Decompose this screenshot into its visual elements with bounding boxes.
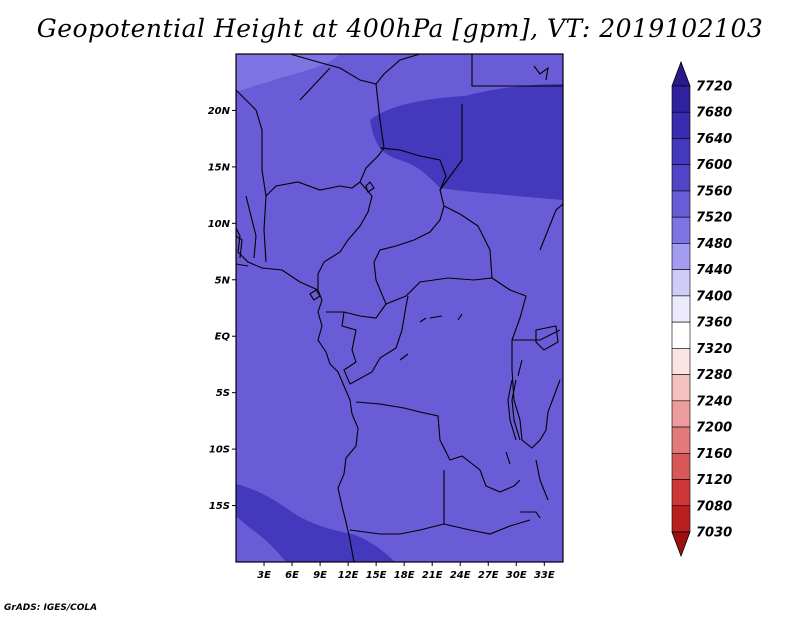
colorbar-swatch: [671, 164, 691, 192]
colorbar-swatch: [671, 426, 691, 454]
lake-malawi: [535, 459, 549, 501]
colorbar-label: 7720: [696, 80, 732, 95]
border-congo: [341, 295, 409, 385]
colorbar-swatch: [671, 374, 691, 402]
map-frame: [235, 53, 564, 563]
lake-bangweulu: [520, 511, 541, 519]
lon-tick-label: 30E: [506, 570, 527, 581]
border-nigeria-cameroon: [263, 181, 373, 290]
colorbar-swatch: [671, 269, 691, 297]
colorbar-swatch: [671, 111, 691, 139]
river-congo: [399, 313, 463, 361]
colorbar-swatch: [671, 295, 691, 323]
field-high-nw: [236, 54, 340, 92]
colorbar-bottom-arrow: [671, 531, 691, 558]
border-ghana-togo: [245, 195, 257, 259]
colorbar-swatch: [671, 321, 691, 349]
colorbar-label: 7030: [696, 526, 732, 541]
map-panel: 20N 15N 10N 5N EQ 5S 10S 15S 3E 6E 9E 12E 15E 18E 21E…: [208, 53, 564, 581]
colorbar-top-arrow: [671, 60, 691, 87]
colorbar-label: 7160: [696, 447, 732, 462]
lat-tick-label: 15S: [209, 501, 230, 512]
colorbar-label: 7120: [696, 473, 732, 488]
lon-tick-label: 12E: [338, 570, 359, 581]
colorbar-swatch: [671, 348, 691, 375]
lat-tick-label: 15N: [208, 162, 231, 173]
colorbar-label: 7440: [696, 263, 732, 278]
colorbar-label: 7520: [696, 211, 732, 226]
lon-tick-label: 3E: [257, 570, 271, 581]
border-drc-angola: [355, 401, 521, 493]
lon-tick-label: 24E: [450, 570, 471, 581]
lat-tick-label: 10N: [208, 219, 231, 230]
border-cameroon-south: [326, 303, 387, 319]
border-angola-zambia: [349, 470, 531, 535]
border-algeria-niger: [236, 54, 377, 197]
footer-credit: GrADS: IGES/COLA: [4, 603, 98, 613]
lake-mweru: [505, 451, 511, 465]
lon-tick-label: 9E: [313, 570, 327, 581]
field-low-ne: [370, 84, 563, 200]
border-car: [373, 261, 527, 305]
colorbar-label: 7360: [696, 316, 732, 331]
colorbar-swatch: [671, 138, 691, 166]
lat-tick-label: 5S: [216, 388, 230, 399]
colorbar-label: 7080: [696, 499, 732, 514]
colorbar-label: 7200: [696, 421, 732, 436]
lon-tick-label: 33E: [534, 570, 555, 581]
colorbar-swatch: [671, 452, 691, 480]
field-low-sw: [236, 484, 395, 562]
border-ethiopia: [539, 203, 563, 251]
lon-tick-label: 15E: [366, 570, 387, 581]
colorbar-label: 7480: [696, 237, 732, 252]
political-boundaries: [236, 54, 563, 562]
colorbar-label: 7640: [696, 132, 732, 147]
colorbar-swatch: [671, 190, 691, 218]
coast-ivory: [236, 263, 249, 267]
lat-tick-label: 20N: [208, 106, 231, 117]
lon-tick-label: 21E: [422, 570, 443, 581]
colorbar-label: 7320: [696, 342, 732, 357]
longitude-axis: 3E 6E 9E 12E 15E 18E 21E 24E 27E 30E 33E: [257, 562, 555, 581]
lat-tick-label: EQ: [215, 332, 231, 343]
coastline-west: [236, 227, 359, 562]
colorbar-label: 7600: [696, 158, 732, 173]
colorbar-label: 7280: [696, 368, 732, 383]
colorbar-swatch: [671, 85, 691, 113]
lon-tick-label: 6E: [285, 570, 299, 581]
colorbar-swatch: [671, 243, 691, 270]
colorbar-swatch: [671, 216, 691, 244]
border-east: [511, 295, 561, 449]
border-libya-egypt: [471, 54, 563, 87]
lat-tick-label: 5N: [215, 275, 231, 286]
colorbar-label: 7240: [696, 394, 732, 409]
border-nw: [299, 67, 331, 101]
border-nigeria-niger: [265, 181, 361, 197]
colorbar-swatch: [671, 479, 691, 507]
ne-coast: [533, 65, 549, 81]
lake-kivu: [517, 359, 523, 377]
map-title: Geopotential Height at 400hPa [gpm], VT:…: [36, 14, 764, 43]
border-sudan: [439, 104, 493, 279]
colorbar: 7720 7680 7640 7600 7560 7520 7480 7440 7400 7360…: [671, 60, 732, 558]
lat-tick-label: 10S: [209, 445, 230, 456]
latitude-axis: 20N 15N 10N 5N EQ 5S 10S 15S: [208, 106, 236, 512]
island-bioko: [309, 289, 321, 301]
lake-chad: [365, 181, 375, 193]
lon-tick-label: 18E: [394, 570, 415, 581]
colorbar-label: 7560: [696, 184, 732, 199]
lake-victoria: [535, 325, 559, 351]
west-coast-bump: [236, 235, 243, 259]
colorbar-swatch: [671, 505, 691, 533]
colorbar-swatch: [671, 400, 691, 428]
lon-tick-label: 27E: [478, 570, 499, 581]
colorbar-label: 7680: [696, 106, 732, 121]
colorbar-label: 7400: [696, 289, 732, 304]
lake-tanganyika: [507, 379, 521, 441]
